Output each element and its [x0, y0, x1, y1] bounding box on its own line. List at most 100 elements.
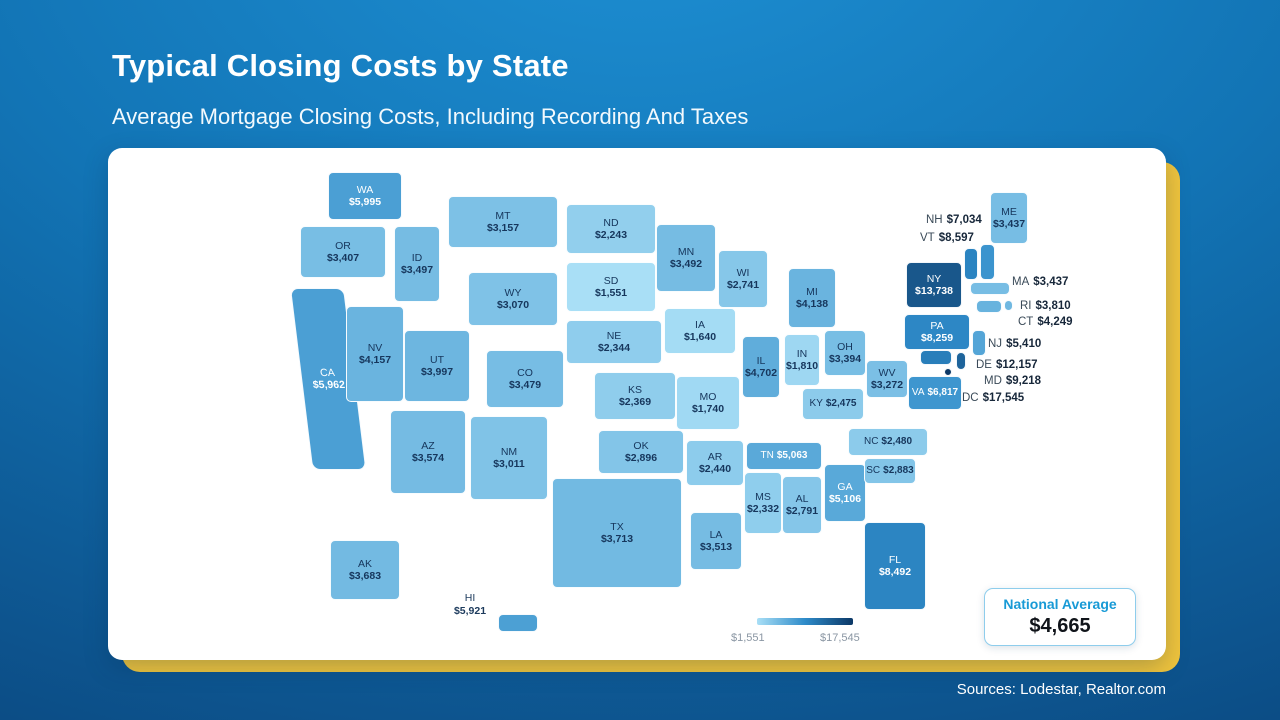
state-ks: KS $2,369 [594, 372, 676, 420]
state-ri [1004, 300, 1013, 311]
state-abbr: NE [606, 329, 622, 342]
state-abbr: MD [984, 375, 1002, 387]
state-abbr: AK [357, 557, 372, 570]
state-la: LA $3,513 [690, 512, 742, 570]
state-value: $1,640 [683, 331, 717, 343]
state-value: $3,437 [992, 218, 1026, 230]
state-value: $3,437 [1033, 276, 1069, 288]
state-abbr: PA [930, 319, 944, 332]
state-wy: WY $3,070 [468, 272, 558, 326]
state-oh: OH $3,394 [824, 330, 866, 376]
state-value: $4,157 [358, 354, 392, 366]
state-value: $1,740 [691, 403, 725, 415]
state-value: $1,551 [594, 287, 628, 299]
national-average-value: $4,665 [1029, 615, 1091, 637]
state-value: $5,410 [1006, 338, 1042, 350]
state-abbr: GA [837, 480, 853, 493]
state-ma [970, 282, 1010, 295]
state-abbr: MI [806, 285, 818, 298]
state-wi: WI $2,741 [718, 250, 768, 308]
state-hi [498, 614, 538, 632]
state-abbr: DC [962, 392, 979, 404]
state-nj [972, 330, 986, 356]
state-mt: MT $3,157 [448, 196, 558, 248]
state-abbr: NV [367, 341, 383, 354]
state-abbr: KY [809, 398, 823, 410]
state-value: $2,344 [597, 342, 631, 354]
state-abbr: OR [335, 239, 351, 252]
state-abbr: ID [411, 251, 423, 264]
state-abbr: FL [888, 553, 902, 566]
state-abbr: WV [878, 366, 896, 379]
state-ct [976, 300, 1002, 313]
page-title: Typical Closing Costs by State [112, 48, 569, 83]
state-mo: MO $1,740 [676, 376, 740, 430]
state-value: $5,921 [453, 605, 487, 618]
state-abbr: MN [677, 245, 695, 258]
state-abbr: TN [760, 450, 774, 462]
state-ms: MS $2,332 [744, 472, 782, 534]
state-abbr: WA [356, 183, 374, 196]
state-abbr: DE [976, 359, 992, 371]
state-value: $5,063 [776, 450, 808, 462]
state-value: $13,738 [915, 285, 953, 297]
state-value: $3,070 [496, 299, 530, 311]
state-value: $3,407 [326, 252, 360, 264]
state-value: $5,106 [828, 493, 862, 505]
national-average-label: National Average [1003, 596, 1117, 612]
state-ky: KY $2,475 [802, 388, 864, 420]
state-de [956, 352, 966, 370]
callout-dc: DC $17,545 [962, 392, 1024, 404]
state-abbr: AL [795, 492, 809, 505]
state-value: $3,997 [420, 366, 454, 378]
state-ok: OK $2,896 [598, 430, 684, 474]
legend-min-label: $1,551 [731, 632, 765, 644]
state-abbr: VT [920, 232, 935, 244]
state-value: $2,896 [624, 452, 658, 464]
state-abbr: AZ [421, 439, 435, 452]
state-il: IL $4,702 [742, 336, 780, 398]
callout-ri: RI $3,810 [1020, 300, 1071, 312]
state-value: $4,249 [1037, 316, 1073, 328]
state-tn: TN $5,063 [746, 442, 822, 470]
state-abbr: WY [504, 286, 522, 299]
state-value: $17,545 [982, 392, 1025, 404]
state-mi: MI $4,138 [788, 268, 836, 328]
state-nv: NV $4,157 [346, 306, 404, 402]
state-ga: GA $5,106 [824, 464, 866, 522]
callout-de: DE $12,157 [976, 359, 1038, 371]
state-nd: ND $2,243 [566, 204, 656, 254]
state-dc [944, 368, 952, 376]
state-value: $3,810 [1035, 300, 1071, 312]
state-al: AL $2,791 [782, 476, 822, 534]
state-value: $5,995 [348, 196, 382, 208]
callout-md: MD $9,218 [984, 375, 1041, 387]
state-abbr: NM [500, 445, 518, 458]
state-ut: UT $3,997 [404, 330, 470, 402]
state-abbr: VA [911, 387, 925, 399]
state-abbr: IL [756, 354, 766, 367]
state-value: $3,479 [508, 379, 542, 391]
state-wa: WA $5,995 [328, 172, 402, 220]
state-value: $2,475 [825, 398, 857, 410]
state-abbr: CO [517, 366, 533, 379]
state-value: $3,574 [411, 452, 445, 464]
state-abbr: MO [699, 390, 717, 403]
state-value: $3,492 [669, 258, 703, 270]
state-abbr: CT [1018, 316, 1034, 328]
state-abbr: NY [926, 272, 942, 285]
state-in: IN $1,810 [784, 334, 820, 386]
state-abbr: RI [1020, 300, 1032, 312]
state-value: $2,440 [698, 463, 732, 475]
state-md [920, 350, 952, 365]
state-abbr: ME [1001, 205, 1017, 218]
state-abbr: MA [1012, 276, 1030, 288]
state-value: $1,810 [785, 360, 819, 372]
state-abbr: ND [603, 216, 619, 229]
state-ak: AK $3,683 [330, 540, 400, 600]
state-value: $2,369 [618, 396, 652, 408]
state-value: $3,683 [348, 570, 382, 582]
source-attribution: Sources: Lodestar, Realtor.com [956, 681, 1166, 698]
state-abbr: SD [603, 274, 619, 287]
callout-vt: VT $8,597 [920, 232, 974, 244]
